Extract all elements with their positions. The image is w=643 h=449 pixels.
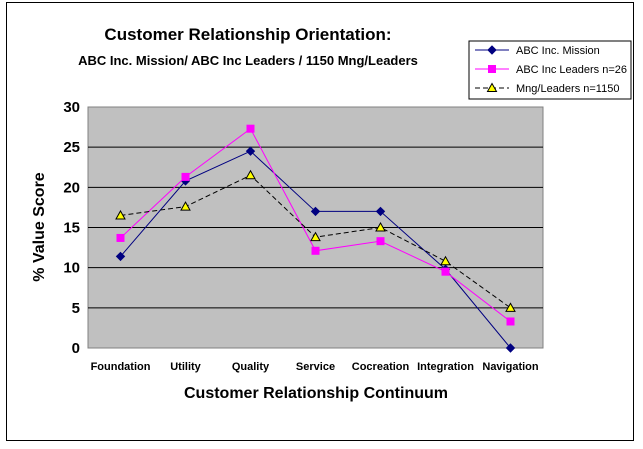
- series-group: [115, 124, 516, 353]
- legend-item: Mng/Leaders n=1150: [475, 82, 619, 95]
- y-tick-label: 0: [72, 340, 80, 357]
- legend-item: ABC Inc. Mission: [475, 45, 600, 57]
- data-point: [440, 255, 451, 266]
- chart-title: Customer Relationship Orientation:: [104, 25, 391, 44]
- y-tick-label: 10: [63, 260, 80, 277]
- y-tick-label: 5: [72, 300, 80, 317]
- legend-label: ABC Inc Leaders n=26: [516, 64, 627, 76]
- x-category-label: Quality: [232, 361, 270, 373]
- x-axis-title: Customer Relationship Continuum: [184, 385, 448, 402]
- data-point: [375, 206, 386, 217]
- data-point: [180, 201, 191, 211]
- y-tick-label: 30: [63, 99, 80, 116]
- y-tick-labels: 0 5 10 15 20 25 30: [63, 99, 80, 357]
- x-category-label: Service: [296, 361, 335, 373]
- y-tick-label: 20: [63, 179, 80, 196]
- series-3: [115, 169, 516, 312]
- y-axis-title: % Value Score: [31, 172, 48, 281]
- x-category-label: Cocreation: [352, 361, 410, 373]
- data-point: [505, 302, 516, 312]
- data-point: [310, 231, 321, 242]
- data-point: [245, 146, 256, 156]
- data-point: [181, 172, 190, 181]
- chart-subtitle: ABC Inc. Mission/ ABC Inc Leaders / 1150…: [78, 53, 418, 68]
- x-category-labels: Foundation Utility Quality Service Cocreatio…: [91, 361, 539, 373]
- data-point: [116, 233, 125, 242]
- gridlines: [88, 146, 543, 309]
- series-2: [116, 124, 515, 326]
- x-category-label: Foundation: [91, 361, 151, 373]
- legend-marker: [486, 82, 498, 92]
- data-point: [310, 206, 321, 217]
- x-category-label: Utility: [170, 361, 201, 373]
- data-point: [115, 251, 126, 262]
- chart-svg: Customer Relationship Orientation: ABC I…: [31, 25, 632, 402]
- data-point: [505, 343, 516, 353]
- data-point: [441, 267, 450, 276]
- legend-marker: [487, 45, 497, 55]
- data-point: [375, 221, 386, 232]
- data-point: [376, 237, 385, 246]
- data-point: [115, 209, 126, 220]
- x-category-label: Integration: [417, 361, 474, 373]
- legend-item: ABC Inc Leaders n=26: [475, 64, 627, 76]
- data-point: [245, 169, 256, 180]
- legend-label: Mng/Leaders n=1150: [516, 83, 619, 95]
- x-category-label: Navigation: [482, 361, 539, 373]
- data-point: [311, 246, 320, 255]
- y-tick-label: 25: [63, 139, 80, 156]
- legend-label: ABC Inc. Mission: [516, 45, 600, 57]
- data-point: [506, 317, 515, 326]
- chart-frame: Customer Relationship Orientation: ABC I…: [6, 2, 634, 441]
- y-tick-label: 15: [63, 220, 80, 237]
- legend-marker: [488, 65, 496, 73]
- data-point: [246, 124, 255, 133]
- legend: ABC Inc. Mission ABC Inc Leaders n=26 Mng/…: [468, 40, 632, 100]
